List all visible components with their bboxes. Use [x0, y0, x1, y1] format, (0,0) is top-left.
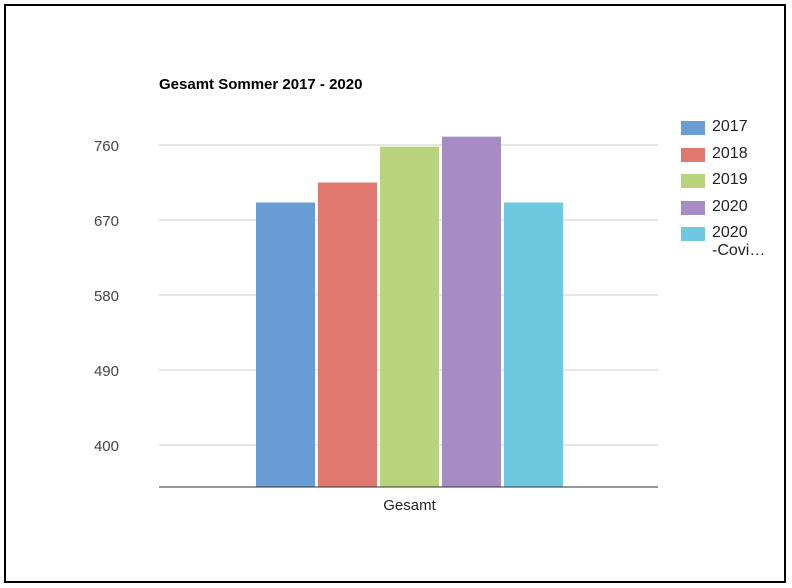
bar-2018: [318, 182, 377, 487]
bar-2019: [380, 146, 439, 487]
legend-label: 2020 -Covi…: [712, 224, 766, 259]
legend-swatch: [681, 121, 705, 135]
y-tick-label: 760: [94, 138, 119, 155]
bar-2017: [256, 202, 315, 487]
y-tick-label: 580: [94, 288, 119, 305]
legend-label: 2019: [712, 171, 748, 188]
legend-swatch: [681, 174, 705, 188]
legend-swatch: [681, 147, 705, 162]
bar-2020: [442, 136, 501, 487]
y-tick-label: 400: [94, 438, 119, 455]
chart-title: Gesamt Sommer 2017 - 2020: [159, 76, 363, 93]
x-tick-label: Gesamt: [383, 497, 436, 514]
y-tick-label: 670: [94, 213, 119, 230]
legend-label: 2018: [712, 144, 748, 162]
legend-swatch: [681, 227, 705, 241]
y-tick-label: 490: [94, 363, 119, 380]
legend-label: 2020: [712, 197, 748, 215]
legend-swatch: [681, 200, 705, 215]
legend-label: 2017: [712, 118, 748, 135]
bar-2020-covid: [504, 202, 563, 487]
